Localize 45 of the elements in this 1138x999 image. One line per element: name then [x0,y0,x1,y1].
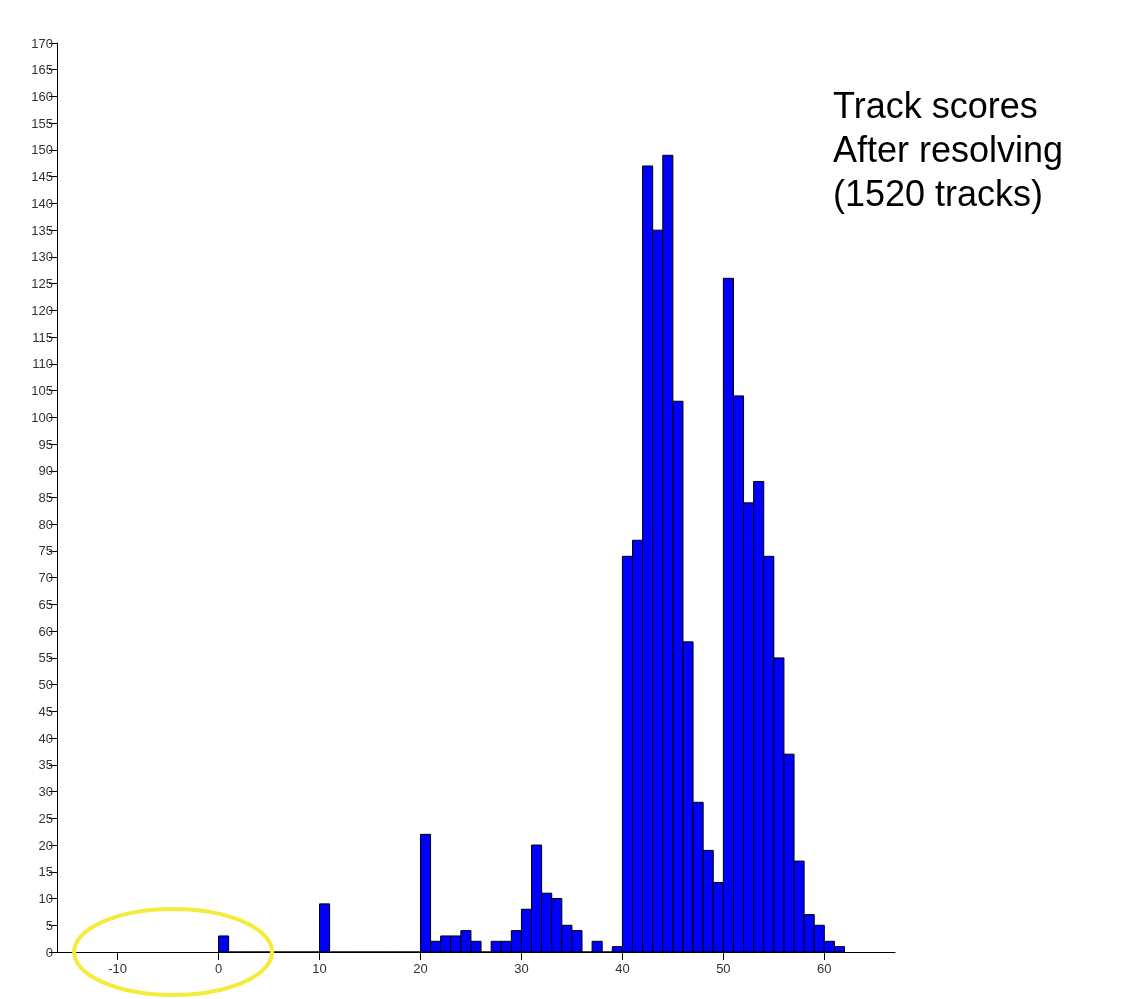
y-tick-label: 170 [31,35,53,51]
y-tick-label: 80 [38,516,53,532]
x-tick-label: 10 [312,961,327,976]
y-tick-label: 110 [32,356,53,372]
y-tick-label: 20 [38,837,53,853]
y-tick-label: 10 [38,891,53,907]
x-tick-label: 40 [615,961,630,976]
y-tick-label: 125 [31,276,53,292]
y-tick-label: 150 [31,142,53,158]
y-tick-label: 115 [32,329,53,345]
y-tick-label: 120 [31,302,53,318]
x-tick-label: 50 [716,961,731,976]
x-tick-label: -10 [108,961,127,976]
x-tick-label: 0 [214,961,223,976]
y-tick-label: 25 [38,810,53,826]
y-tick-label: 85 [38,490,53,505]
y-tick-label: 5 [45,917,53,933]
y-tick-label: 90 [38,463,53,479]
text: Track scores [833,84,1038,126]
y-tick-label: 140 [31,195,53,211]
x-tick-label: 20 [413,961,428,976]
y-tick-label: 15 [38,864,53,880]
y-tick-label: 135 [31,222,53,238]
y-tick-label: 145 [31,169,53,185]
y-tick-label: 45 [38,703,53,719]
y-tick-label: 130 [31,249,53,265]
y-tick-label: 105 [31,383,53,399]
y-tick-label: 165 [31,62,53,78]
y-tick-label: 35 [38,757,53,773]
y-tick-label: 75 [38,543,53,559]
y-tick-label: 0 [45,944,53,960]
y-tick-label: 100 [31,409,53,425]
text: After resolving (1520 tracks) [833,128,1074,214]
y-tick-label: 30 [38,784,53,800]
y-tick-label: 70 [38,570,53,586]
y-tick-label: 60 [38,623,53,639]
y-tick-label: 160 [31,88,53,104]
y-tick-label: 40 [38,730,53,746]
y-tick-label: 95 [38,436,53,452]
x-tick-label: 30 [514,961,529,976]
y-tick-label: 155 [31,115,53,131]
y-tick-label: 50 [38,677,53,693]
y-tick-label: 65 [38,596,53,612]
x-tick-label: 60 [817,961,832,976]
y-tick-label: 55 [38,650,53,666]
